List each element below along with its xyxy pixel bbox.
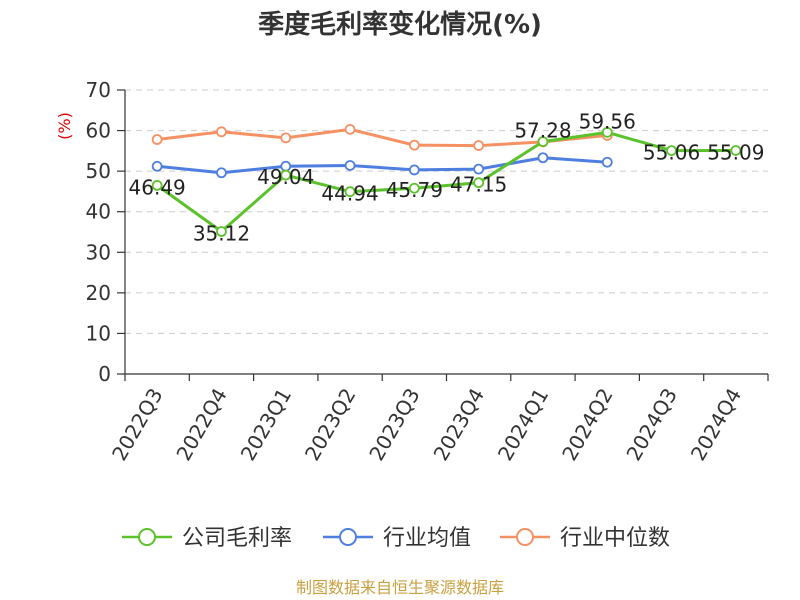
series-0 — [151, 126, 742, 237]
y-tick-label: 60 — [86, 119, 111, 143]
data-point — [537, 152, 549, 164]
legend-marker — [339, 528, 357, 546]
data-label: 46.49 — [129, 175, 186, 199]
x-tick-label: 2023Q4 — [429, 384, 489, 465]
data-point — [280, 169, 292, 181]
legend-item-1[interactable]: 行业均值 — [323, 526, 471, 551]
data-label: 59.56 — [579, 109, 636, 133]
data-point — [666, 145, 677, 157]
y-tick-label: 50 — [86, 159, 111, 183]
data-point — [216, 226, 227, 237]
legend-marker — [516, 528, 534, 546]
data-point — [280, 132, 292, 144]
legend-item-0[interactable]: 公司毛利率 — [122, 526, 292, 551]
y-tick-label: 20 — [86, 281, 111, 305]
legend-label: 公司毛利率 — [182, 526, 292, 551]
data-point — [473, 177, 485, 189]
data-point — [601, 126, 613, 138]
x-tick-label: 2024Q2 — [557, 384, 617, 465]
data-point — [344, 160, 356, 171]
x-tick-label: 2023Q2 — [300, 384, 360, 465]
data-point — [151, 179, 163, 191]
x-tick-label: 2022Q4 — [171, 384, 231, 465]
x-tick-label: 2024Q3 — [621, 384, 681, 465]
legend-marker — [138, 528, 156, 546]
data-point — [408, 182, 420, 194]
data-point — [537, 136, 549, 148]
data-label: 47.15 — [450, 173, 507, 197]
x-tick-label: 2022Q3 — [107, 384, 167, 465]
series-line — [156, 156, 608, 175]
data-point — [216, 167, 227, 179]
x-tick-label: 2023Q1 — [236, 384, 296, 465]
y-tick-label: 70 — [86, 78, 111, 102]
series-lines — [151, 123, 742, 237]
y-tick-label: 40 — [86, 200, 111, 224]
data-point — [344, 186, 356, 198]
data-point — [473, 140, 485, 151]
data-label: 55.09 — [707, 140, 764, 164]
x-tick-label: 2024Q1 — [493, 384, 553, 465]
data-point — [601, 156, 613, 168]
data-label: 45.79 — [386, 178, 443, 202]
data-point — [151, 160, 163, 172]
data-label: 35.12 — [193, 222, 250, 246]
source-note: 制图数据来自恒生聚源数据库 — [296, 578, 504, 597]
data-labels: 46.49 35.12 49.04 44.94 45.79 47.15 57.28 59.56… — [129, 109, 765, 245]
grid — [125, 89, 768, 334]
y-tick-label: 0 — [98, 362, 111, 386]
data-point — [151, 134, 163, 145]
legend-label: 行业中位数 — [560, 526, 670, 551]
x-tick-label: 2024Q4 — [686, 384, 746, 465]
chart-title: 季度毛利率变化情况(%) — [258, 9, 542, 40]
data-point — [216, 126, 227, 138]
y-axis-label: (%) — [55, 112, 74, 140]
data-point — [408, 139, 420, 151]
series-line — [156, 127, 608, 148]
data-label: 49.04 — [257, 165, 314, 189]
data-label: 44.94 — [321, 182, 378, 206]
data-label: 55.06 — [643, 141, 700, 165]
data-point — [473, 163, 485, 175]
legend-item-2[interactable]: 行业中位数 — [500, 526, 670, 551]
data-point — [730, 145, 742, 156]
y-tick-label: 30 — [86, 240, 111, 264]
data-point — [344, 123, 356, 135]
data-label: 57.28 — [514, 119, 571, 143]
series-1 — [151, 152, 613, 179]
x-tick-label: 2023Q3 — [364, 384, 424, 465]
legend-label: 行业均值 — [383, 526, 471, 551]
y-tick-label: 10 — [86, 321, 111, 345]
legend[interactable]: 公司毛利率 行业均值 行业中位数 — [122, 526, 670, 551]
series-line — [156, 130, 736, 234]
data-point — [408, 164, 420, 176]
